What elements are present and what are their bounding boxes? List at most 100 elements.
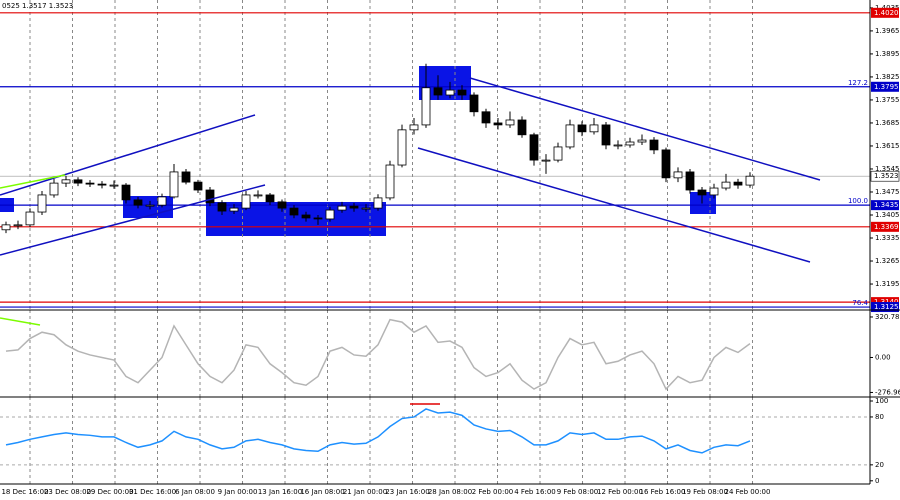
candle-body [181,171,191,183]
level-box [870,170,900,182]
candle-body [337,205,347,211]
candle-body [661,149,671,179]
candle-body [241,194,251,209]
candle-body [325,209,335,220]
trend-line [0,114,256,196]
candle-body [253,194,263,197]
candle-body [709,187,719,196]
candle-body [541,159,551,162]
trend-line [469,77,821,181]
candle-body [565,124,575,148]
x-tick-label: 16 Feb 16:00 [640,488,686,496]
candle-body [49,182,59,196]
candle-body [481,111,491,124]
x-tick-label: 4 Feb 16:00 [514,488,555,496]
candle-body [505,119,515,126]
candle-body [685,171,695,191]
y-tick-label: 1.3685 [875,119,900,127]
y-tick-label: 1.3195 [875,280,900,288]
candle-body [409,124,419,131]
zone [690,192,716,214]
candle-body [73,179,83,184]
candle-body [229,207,239,212]
x-tick-label: 9 Feb 08:00 [557,488,598,496]
y-tick-label: 100 [875,397,888,405]
x-tick-label: 13 Jan 16:00 [258,488,302,496]
candle-body [145,204,155,207]
candle-body [37,194,47,213]
x-tick-label: 19 Feb 08:00 [682,488,728,496]
x-tick-label: 9 Jan 00:00 [218,488,258,496]
level-label: 1.3369 [874,223,899,231]
candle-body [133,199,143,206]
candle-body [529,134,539,161]
x-tick-label: 16 Jan 08:00 [300,488,344,496]
candle-body [85,182,95,185]
candle-body [61,179,71,184]
y-tick-label: 80 [875,413,884,421]
candle-body [301,214,311,219]
x-tick-label: 24 Feb 00:00 [725,488,771,496]
candle-body [517,119,527,136]
x-tick-label: 23 Jan 16:00 [385,488,429,496]
candle-body [25,211,35,226]
y-tick-label: 1.3335 [875,234,900,242]
level-label: 1.3435 [874,201,899,209]
trend-lines [0,77,821,405]
level-box [871,81,899,92]
candle-body [625,141,635,146]
zone [206,202,386,236]
candle-body [637,139,647,143]
trend-line [417,147,811,263]
candle-body [589,124,599,133]
level-box [871,302,899,313]
y-tick-label: 0 [875,477,879,485]
chart-title: 0525 1.3517 1.3523 [2,2,73,10]
y-tick-label: 1.3965 [875,27,900,35]
y-tick-label: 1.3615 [875,142,900,150]
level-label: 1.3795 [874,83,899,91]
candle-body [421,87,431,126]
candle-body [385,164,395,199]
candle-body [217,202,227,212]
y-tick-label: 1.3895 [875,50,900,58]
x-tick-label: 28 Jan 08:00 [428,488,472,496]
candle-body [445,89,455,96]
y-tick-label: 320.7896 [875,313,900,321]
trend-line [0,174,66,189]
candle-body [193,181,203,191]
candle-body [265,194,275,203]
candle-body [277,201,287,209]
y-tick-label: 1.3825 [875,73,900,81]
candle-body [97,183,107,186]
candle-body [577,124,587,133]
y-tick-label: 1.3265 [875,257,900,265]
level-label: 1.3125 [874,303,899,311]
trend-line [0,184,266,256]
candle-body [109,184,119,187]
candle-body [121,184,131,201]
candle-body [205,189,215,204]
frames [0,0,900,485]
trend-line [0,317,41,326]
candle-body [1,224,11,231]
candle-body [157,196,167,206]
candle-body [721,181,731,189]
x-tick-label: 12 Feb 00:00 [597,488,643,496]
level-box [871,7,899,18]
candle-body [745,175,755,186]
y-tick-label: 20 [875,461,884,469]
x-tick-label: 18 Dec 16:00 [1,488,48,496]
candle-body [349,205,359,209]
x-tick-label: 21 Jan 00:00 [343,488,387,496]
candle-body [553,146,563,161]
y-tick-label: 1.3475 [875,188,900,196]
candle-body [733,181,743,186]
level-label: 1.3523 [874,172,899,180]
candle-body [697,189,707,196]
level-label: 1.4020 [874,9,899,17]
candle-body [673,171,683,179]
candle-body [361,207,371,210]
